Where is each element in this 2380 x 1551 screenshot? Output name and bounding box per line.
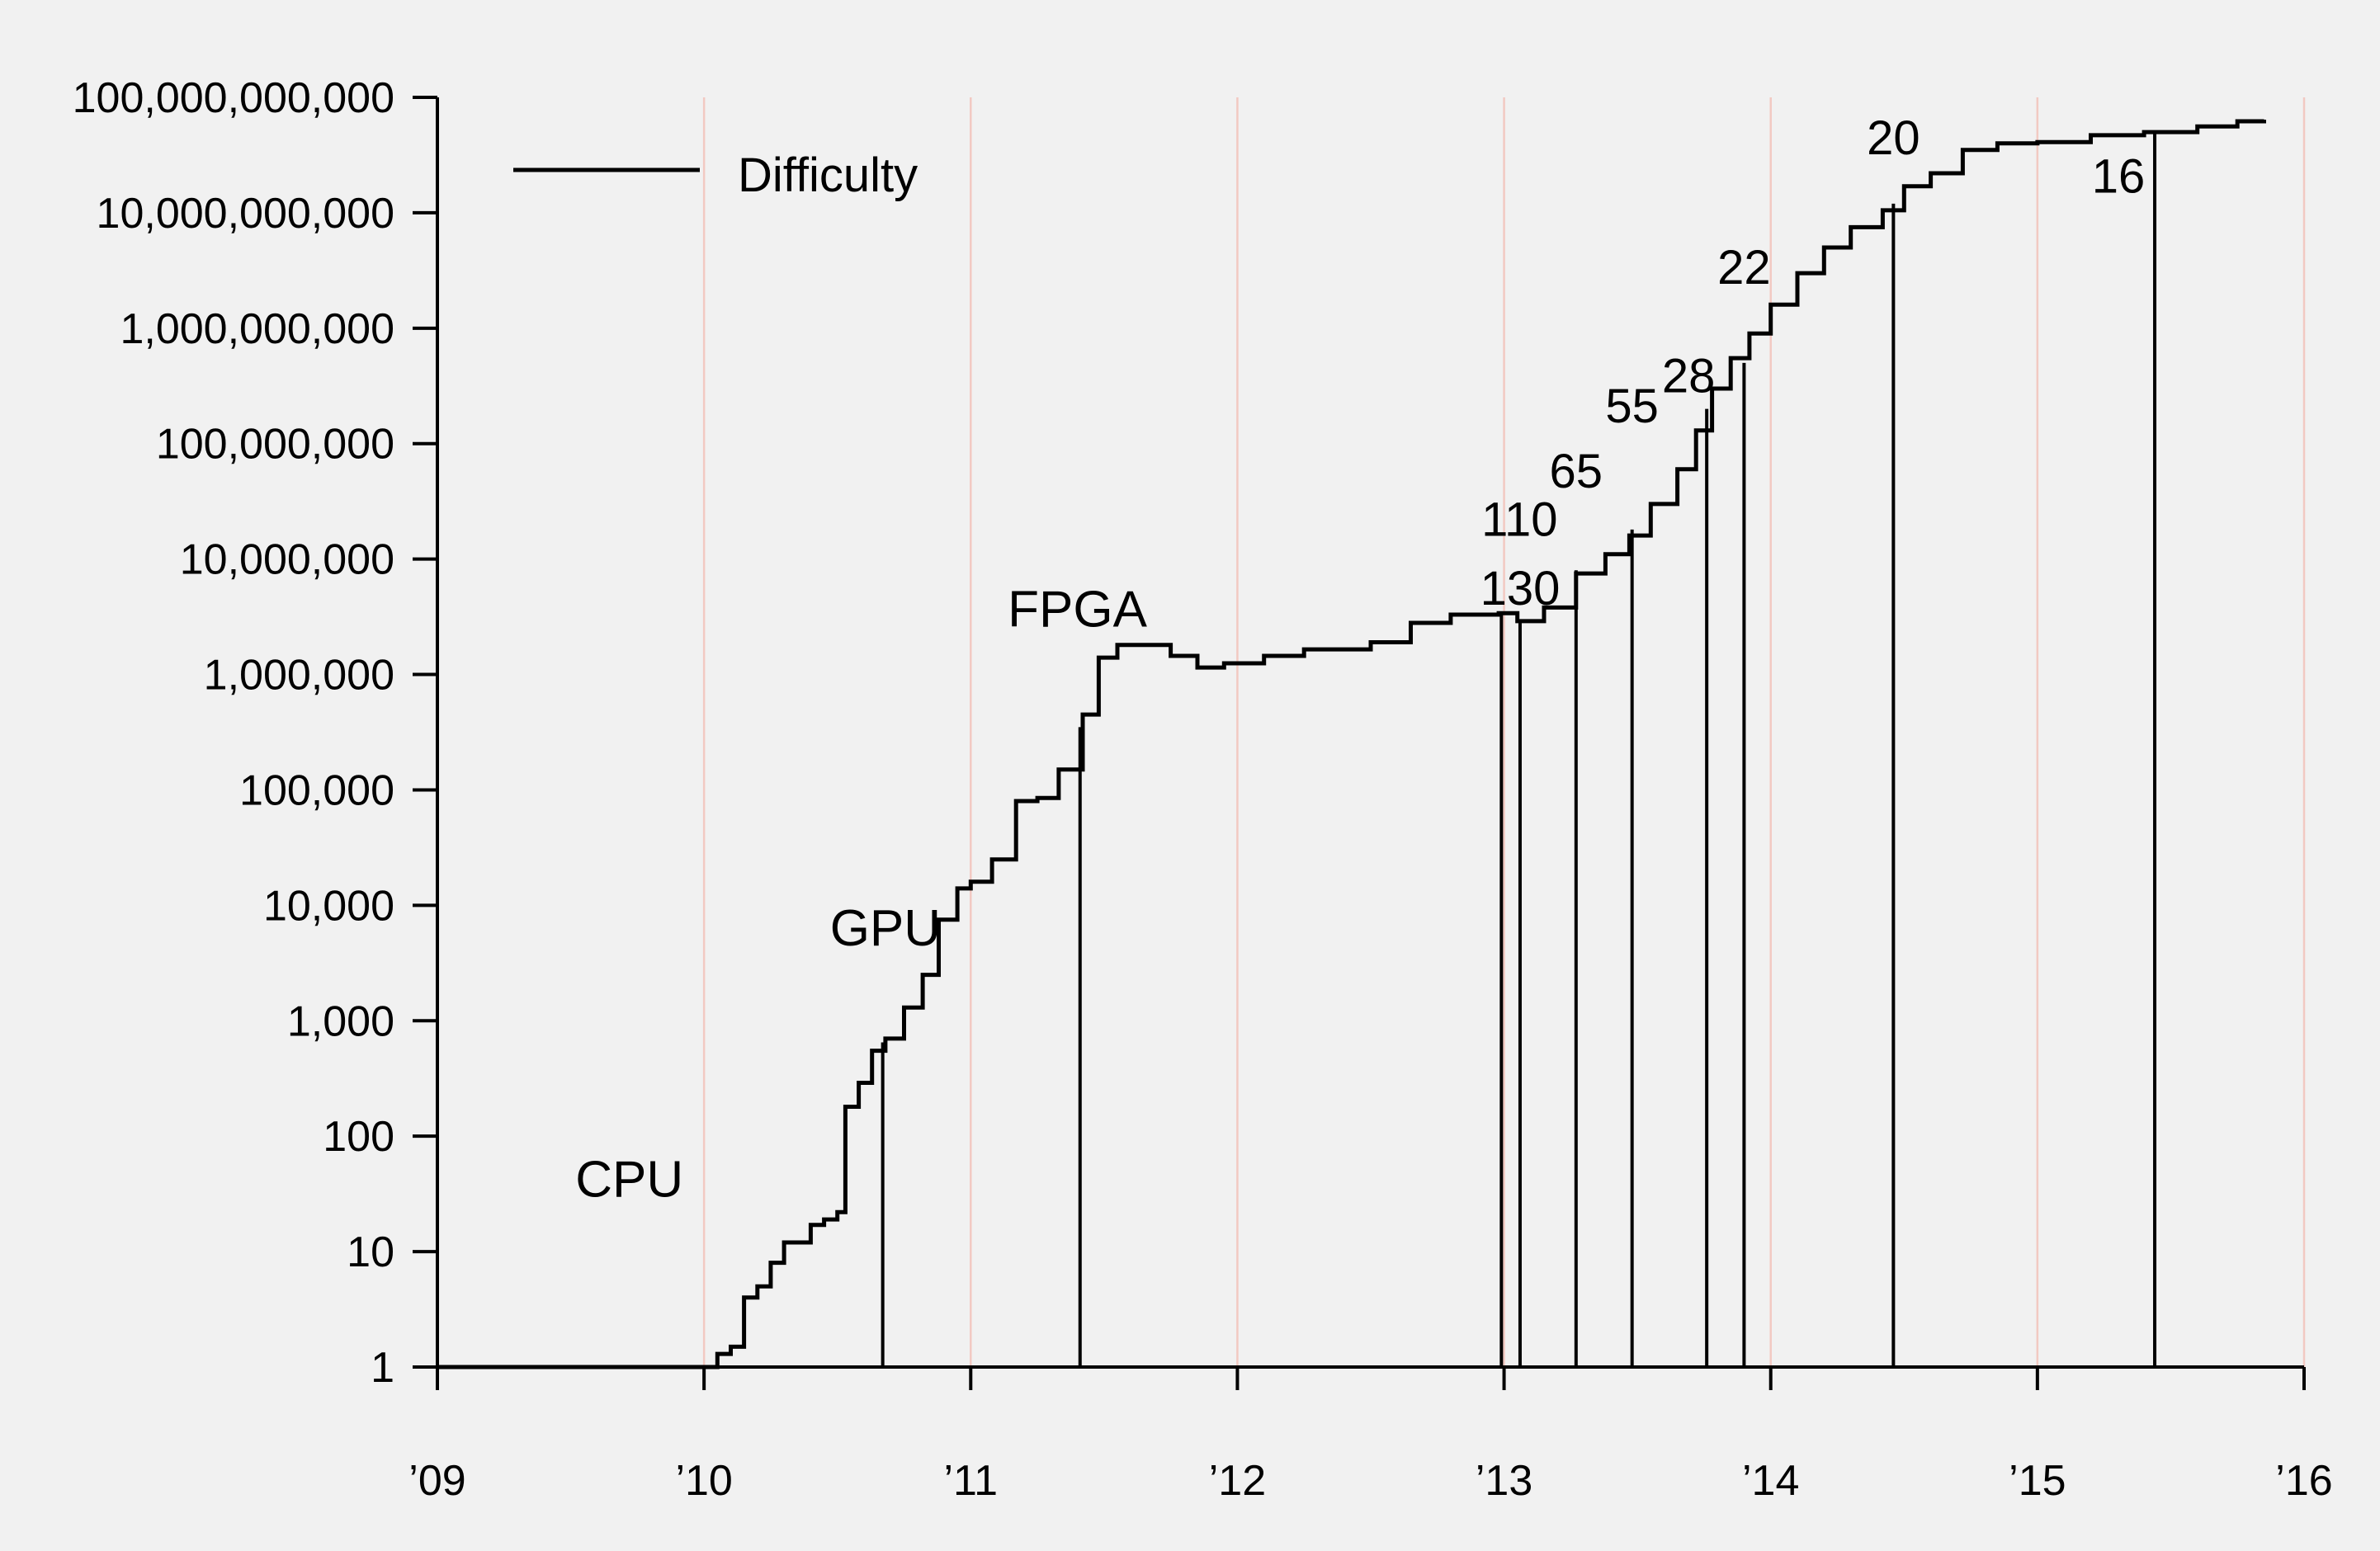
grid-lines (702, 97, 2306, 1367)
x-tick-label: ’12 (1209, 1457, 1266, 1505)
series-line-difficulty (437, 119, 2266, 1370)
x-tick-label: ’15 (2009, 1457, 2066, 1505)
x-tick-label: ’14 (1742, 1457, 1799, 1505)
process-node-label: 20 (1867, 111, 1920, 165)
process-node-label: 55 (1605, 380, 1659, 433)
process-node-label: 130 (1480, 562, 1561, 615)
y-tick-label: 1,000 (287, 997, 394, 1045)
x-tick-label: ’16 (2275, 1457, 2332, 1505)
y-tick-label: 10,000,000 (180, 536, 394, 584)
y-tick-label: 100 (323, 1113, 394, 1161)
process-node-label: 110 (1481, 493, 1557, 546)
era-label: GPU (830, 900, 941, 957)
era-label: CPU (575, 1151, 683, 1208)
process-node-label: 65 (1550, 445, 1603, 498)
y-tick-label: 10,000,000,000 (97, 190, 394, 238)
legend: Difficulty (513, 148, 918, 202)
x-tick-label: ’11 (944, 1457, 999, 1505)
y-tick-label: 1,000,000 (204, 652, 394, 700)
y-tick-label: 1,000,000,000 (120, 305, 394, 353)
y-tick-label: 1 (371, 1344, 394, 1392)
y-tick-label: 100,000,000 (156, 421, 394, 469)
legend-label-difficulty: Difficulty (738, 148, 918, 202)
series-layer (437, 119, 2266, 1370)
era-label: FPGA (1008, 581, 1147, 638)
y-tick-label: 100,000 (239, 766, 394, 814)
x-tick-label: ’10 (675, 1457, 732, 1505)
process-node-label: 28 (1662, 350, 1716, 403)
axes (413, 96, 2306, 1390)
process-node-label: 22 (1717, 241, 1771, 295)
y-tick-label: 10 (347, 1228, 394, 1276)
x-tick-label: ’13 (1476, 1457, 1532, 1505)
tick-labels: 1101001,00010,000100,0001,000,00010,000,… (73, 74, 2333, 1505)
process-node-markers (881, 133, 2157, 1367)
x-tick-label: ’09 (408, 1457, 465, 1505)
y-tick-label: 10,000 (263, 882, 394, 930)
process-node-label: 16 (2092, 149, 2146, 203)
y-tick-label: 100,000,000,000 (73, 74, 394, 122)
